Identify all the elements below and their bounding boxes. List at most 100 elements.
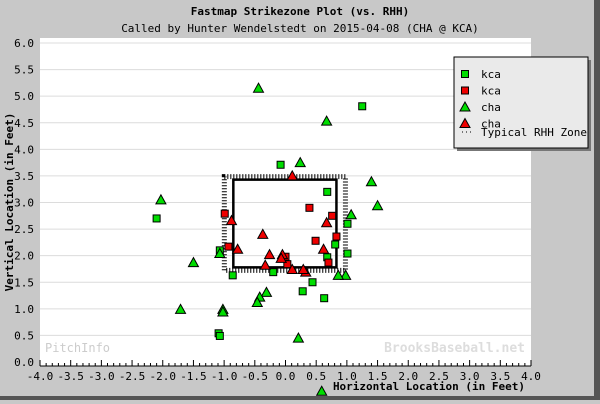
x-tick-label: -2.0: [150, 370, 177, 383]
square-point-0: [228, 271, 237, 280]
x-tick-label: -1.0: [211, 370, 238, 383]
legend-label-1: kca: [481, 85, 501, 98]
chart-subtitle: Called by Hunter Wendelstedt on 2015-04-…: [121, 22, 479, 35]
legend-label-2: cha: [481, 101, 501, 114]
legend-marker-3: [459, 117, 471, 128]
triangle-point-2: [365, 175, 378, 187]
y-tick-label: 3.5: [14, 170, 34, 183]
x-tick-label: -3.0: [88, 370, 115, 383]
triangle-point-3: [317, 243, 330, 254]
square-point-0: [152, 214, 161, 223]
square-point-0: [215, 331, 224, 340]
x-tick-label: 0.0: [276, 370, 296, 383]
triangle-point-2: [292, 332, 305, 343]
x-tick-label: -3.5: [57, 370, 84, 383]
triangle-point-2: [320, 115, 333, 126]
triangle-point-3: [256, 228, 269, 239]
y-tick-label: 5.0: [14, 90, 34, 103]
y-tick-label: 6.0: [14, 37, 34, 50]
square-point-1: [220, 209, 229, 218]
square-point-1: [332, 232, 341, 241]
triangle-point-2: [260, 286, 273, 297]
data-points: [152, 82, 384, 396]
x-tick-label: 3.5: [490, 370, 510, 383]
legend-label-0: kca: [481, 68, 501, 81]
triangle-point-3: [225, 214, 238, 226]
square-point-0: [320, 294, 329, 303]
x-tick-label: -2.5: [119, 370, 146, 383]
y-tick-label: 5.5: [14, 64, 34, 77]
triangle-point-2: [294, 156, 307, 168]
right-border: [594, 0, 600, 400]
watermark-brooksbaseball: BrooksBaseball.net: [384, 341, 525, 356]
legend-label-3: cha: [481, 118, 501, 131]
legend-box: [453, 56, 589, 149]
y-tick-label: 3.0: [14, 197, 34, 210]
x-tick-label: 0.5: [306, 370, 326, 383]
triangle-point-3: [320, 216, 333, 228]
x-tick-label: -4.0: [27, 370, 54, 383]
x-tick-label: 4.0: [521, 370, 541, 383]
y-tick-label: 1.0: [14, 303, 34, 316]
square-point-0: [358, 102, 367, 111]
triangle-point-2: [315, 385, 328, 396]
y-tick-label: 4.5: [14, 117, 34, 130]
zone-hatch: [221, 174, 348, 273]
y-tick-label: 1.5: [14, 276, 34, 289]
triangle-point-2: [213, 247, 226, 259]
square-point-0: [343, 249, 352, 258]
triangle-point-2: [345, 208, 358, 220]
triangle-point-2: [332, 269, 345, 280]
triangle-point-2: [174, 303, 187, 314]
x-tick-label: 1.0: [337, 370, 357, 383]
square-point-0: [276, 160, 285, 169]
y-tick-label: 0.5: [14, 329, 34, 342]
x-tick-label: -0.5: [242, 370, 269, 383]
triangle-point-3: [286, 263, 299, 274]
x-tick-label: 3.0: [460, 370, 480, 383]
triangle-point-3: [263, 248, 276, 260]
square-point-0: [331, 240, 340, 249]
triangle-point-2: [155, 193, 167, 205]
square-point-1: [324, 258, 333, 267]
y-tick-label: 0.0: [14, 356, 34, 369]
bottom-border: [0, 396, 600, 400]
triangle-point-3: [275, 252, 288, 263]
triangle-point-3: [286, 169, 299, 181]
x-tick-label: 2.5: [429, 370, 449, 383]
legend-zone-label: Typical RHH Zone: [481, 126, 587, 139]
x-tick-label: 2.0: [398, 370, 418, 383]
square-point-1: [311, 236, 320, 245]
triangle-point-2: [339, 269, 352, 280]
square-point-1: [224, 242, 233, 251]
square-point-0: [269, 268, 278, 277]
triangle-point-3: [297, 263, 310, 274]
watermark-pitchinfo: PitchInfo: [45, 341, 110, 355]
axes: 0.0 0.5 1.0 1.5 2.0 2.5 3.0 3.5 4.0 4.5 5.0 5.5 6.0 -…: [14, 37, 541, 383]
grid: [40, 42, 531, 336]
legend-marker-1: [461, 86, 469, 95]
triangle-point-3: [259, 259, 272, 270]
square-point-0: [308, 278, 317, 287]
triangle-point-2: [252, 82, 265, 93]
square-point-0: [323, 187, 332, 196]
x-axis-label: Horizontal Location (in Feet): [333, 380, 525, 393]
square-point-1: [328, 211, 337, 220]
square-point-1: [305, 203, 314, 212]
triangle-point-3: [231, 243, 244, 254]
triangle-point-2: [217, 305, 229, 317]
square-point-0: [298, 287, 307, 296]
square-point-0: [343, 219, 352, 228]
x-tick-label: 1.5: [368, 370, 388, 383]
triangle-point-2: [371, 199, 384, 211]
y-tick-label: 2.0: [14, 250, 34, 263]
legend-marker-2: [459, 100, 471, 112]
y-tick-label: 2.5: [14, 223, 34, 236]
x-tick-label: -1.5: [180, 370, 207, 383]
legend-marker-0: [461, 70, 469, 78]
y-axis-label: Vertical Location (in Feet): [3, 113, 16, 292]
triangle-point-2: [251, 296, 264, 307]
